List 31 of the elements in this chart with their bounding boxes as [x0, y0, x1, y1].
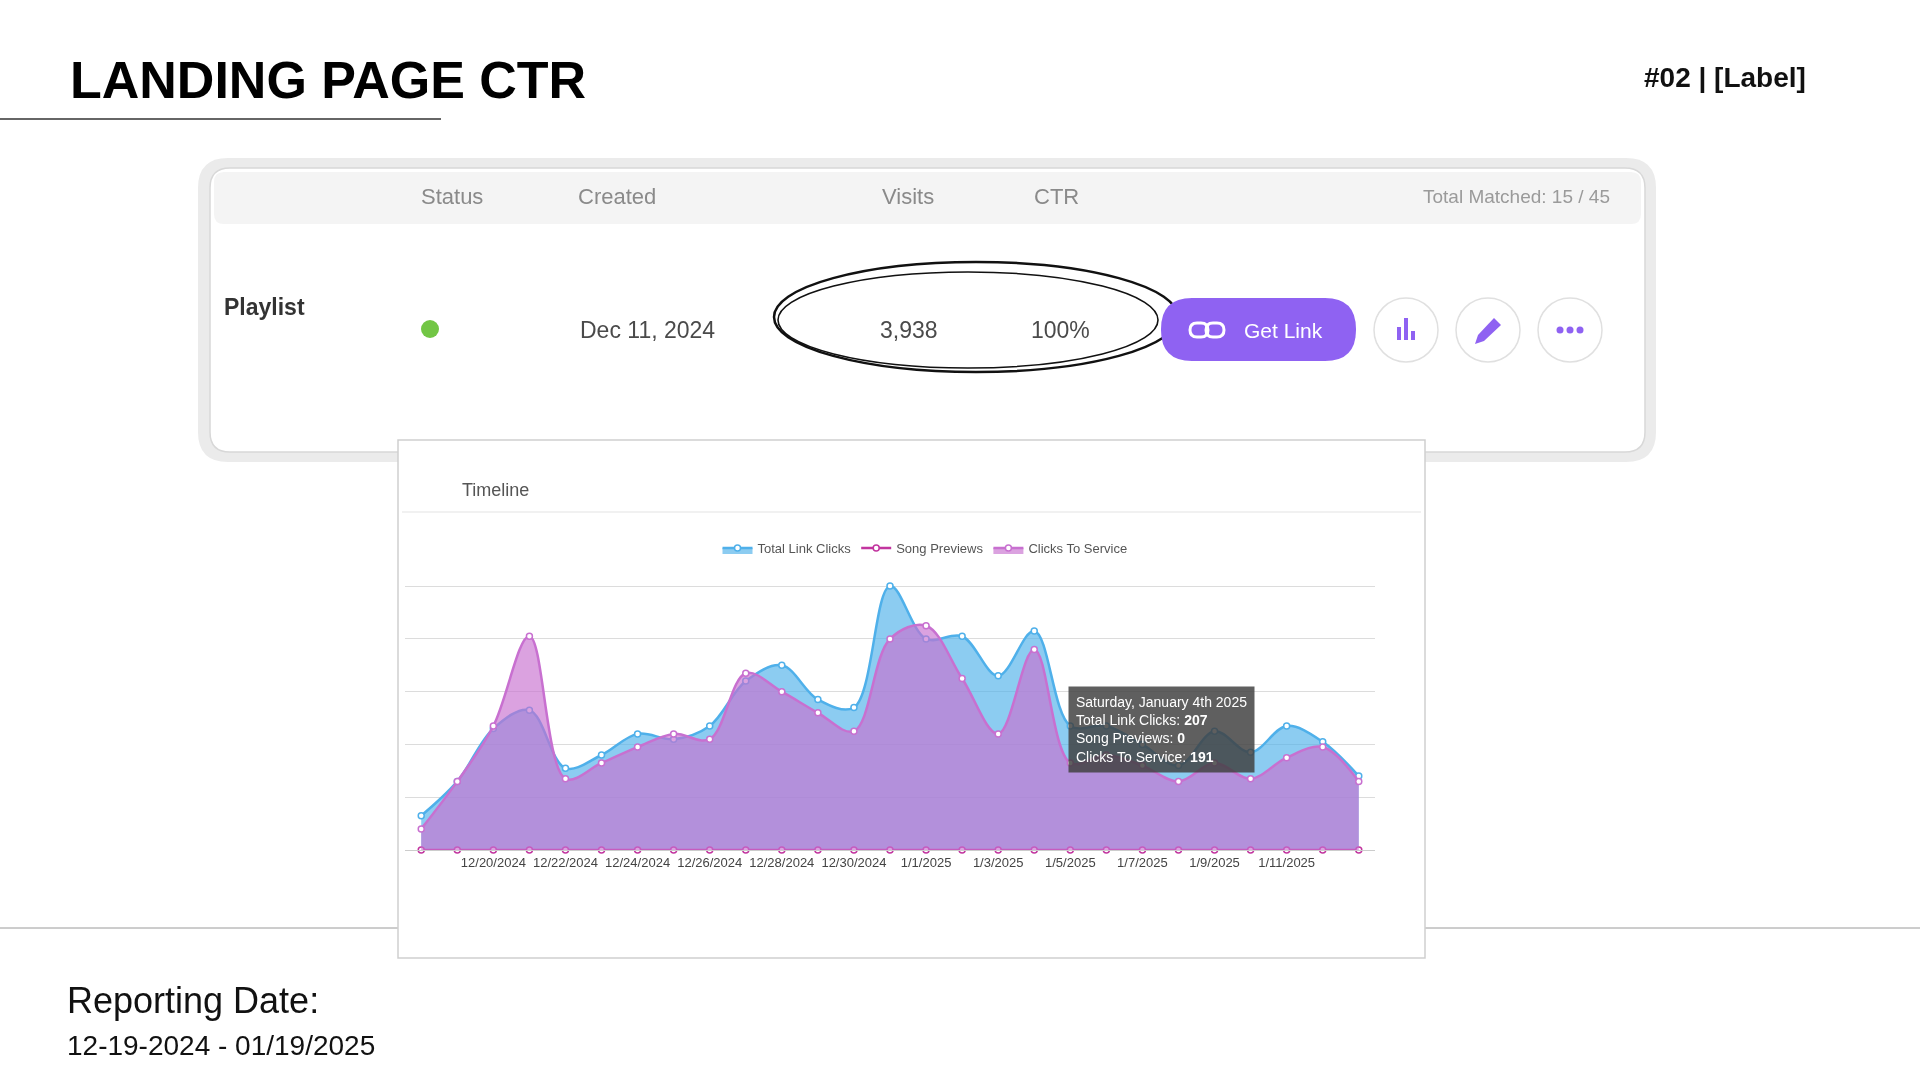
x-tick-label: 12/28/2024 — [749, 854, 815, 870]
annotation: Saturday, January 4th 2025 Total Link Clicks: 207 Song Previews: 0 Clicks To Service: 191 — [1076, 694, 1248, 765]
x-tick-label: 12/22/2024 — [532, 854, 598, 870]
text: Created — [578, 184, 657, 209]
text: 12-19-2024 - 01/19/2025 — [67, 1030, 376, 1061]
x-tick-label: 12/26/2024 — [677, 854, 743, 870]
text: Get Link — [1244, 319, 1323, 342]
text: Reporting Date: — [67, 980, 320, 1021]
x-tick-label: 1/5/2025 — [1045, 854, 1096, 870]
x-tick-label: 12/20/2024 — [460, 854, 526, 870]
x-tick-label: 12/30/2024 — [821, 854, 887, 870]
legend-label: Song Previews — [896, 541, 984, 557]
x-tick-label: 1/1/2025 — [900, 854, 952, 870]
text: #02 | [Label] — [1644, 62, 1806, 93]
text: 100% — [1031, 317, 1090, 343]
text: CTR — [1034, 184, 1080, 209]
legend-label: Clicks To Service — [1028, 541, 1128, 557]
text: LANDING PAGE CTR — [70, 51, 587, 109]
x-tick-label: 1/11/2025 — [1258, 854, 1316, 870]
text: Playlist — [224, 294, 305, 320]
x-tick-label: 1/3/2025 — [972, 854, 1024, 870]
text: Visits — [882, 184, 935, 209]
x-tick-label: 1/7/2025 — [1117, 854, 1168, 870]
x-tick-label: 12/24/2024 — [605, 854, 671, 870]
text: Status — [421, 184, 484, 209]
legend-label: Total Link Clicks — [757, 541, 852, 557]
x-tick-label: 1/9/2025 — [1189, 854, 1240, 870]
text: 3,938 — [880, 317, 938, 343]
chart-title: Timeline — [462, 480, 530, 500]
text: Total Matched: 15 / 45 — [1423, 186, 1610, 207]
text: Dec 11, 2024 — [580, 317, 716, 343]
